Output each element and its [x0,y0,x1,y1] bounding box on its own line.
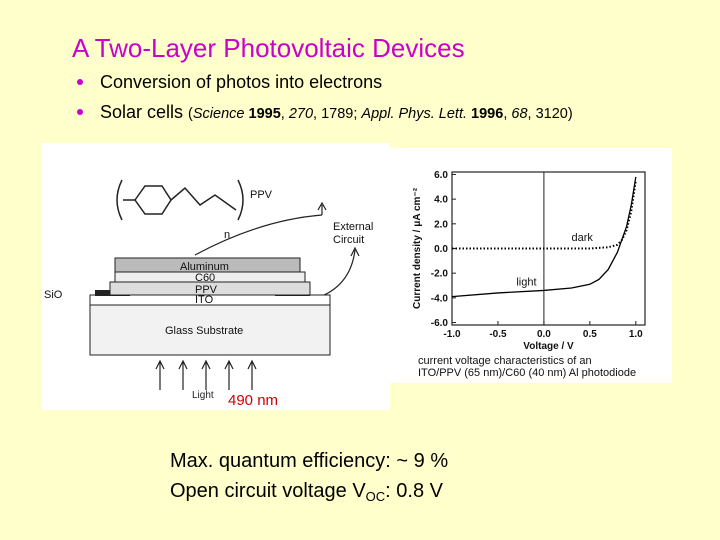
result-line: Open circuit voltage VOC: 0.8 V [170,480,444,504]
circuit-arrow [317,201,327,215]
vinylene-bond [123,186,237,211]
y-tick-label: 4.0 [434,195,448,206]
citation-part: ( [188,106,193,122]
x-tick-label: -0.5 [489,329,507,340]
curve-label: dark [571,232,593,244]
light-arrows [155,359,257,390]
subscript: OC [366,489,386,504]
y-tick-label: -6.0 [431,318,449,329]
citation-part: 1995 [249,106,281,122]
circuit-wire [194,214,323,256]
aluminum-layer [114,257,301,273]
curve [451,176,637,298]
citation-part: , [281,106,289,122]
citation-part: 68 [511,106,527,122]
citation-part: 270 [288,106,313,122]
citation-part: , 1789; [313,106,361,122]
plot-background [390,148,672,383]
result-text: : 0.8 V [385,480,443,502]
y-tick-label: 0.0 [434,244,448,255]
layer-label: SiO [44,289,63,301]
glass-layer [89,304,331,356]
layer-label: PPV [195,284,218,296]
wavelength-label: 490 nm [228,392,278,409]
layer-label: Glass Substrate [165,325,243,337]
result-text: Open circuit voltage V [170,480,366,502]
citation-part: , 3120) [528,106,573,122]
y-tick-label: -2.0 [431,269,449,280]
x-axis-label: Voltage / V [523,341,574,352]
bullet: Conversion of photos into electrons [100,72,382,92]
plot-caption: current voltage characteristics of an [418,355,592,367]
y-tick-label: 2.0 [434,219,448,230]
citation-part: Appl. Phys. Lett. [360,106,467,122]
layer-label: Aluminum [180,261,229,273]
circuit-label: External [333,221,373,233]
citation-part: 1996 [471,106,503,122]
bullet-text: Solar cells [100,102,183,122]
bracket [116,179,244,221]
citation-part: Science [193,106,245,122]
x-tick-label: -1.0 [443,329,461,340]
plot-caption: ITO/PPV (65 nm)/C60 (40 nm) Al photodiod… [418,367,636,379]
polymer-label: PPV [250,189,273,201]
circuit-label: Circuit [333,234,364,246]
x-tick-label: 0.5 [583,329,597,340]
x-tick-label: 1.0 [629,329,643,340]
device-diagram: PPV n External Circuit Aluminum C60 PPV … [42,143,390,410]
bullet-dot [77,79,83,85]
repeat-label: n [224,229,230,241]
iv-plot: -1.0 -0.5 0.0 0.5 1.0 6.0 4.0 2.0 0.0 -2.0 -4.0 -6.… [390,148,672,383]
bullet: Solar cells (Science 1995, 270, 1789; Ap… [100,102,573,122]
y-tick-label: 6.0 [434,170,448,181]
y-axis-label: Current density / μA cm⁻² [412,187,423,309]
title: A Two-Layer Photovoltaic Devices [72,33,465,63]
bullet-dot [77,109,83,115]
citation-part: , [503,106,511,122]
result-line: Max. quantum efficiency: ~ 9 % [170,450,448,472]
curve-label: light [516,277,536,289]
light-label: Light [192,390,214,401]
layer-label: C60 [195,272,215,284]
y-tick-label: -4.0 [431,293,449,304]
citation: (Science 1995, 270, 1789; Appl. Phys. Le… [188,106,573,122]
x-tick-label: 0.0 [537,329,551,340]
curve [452,180,637,250]
layer-label: ITO [195,294,214,306]
